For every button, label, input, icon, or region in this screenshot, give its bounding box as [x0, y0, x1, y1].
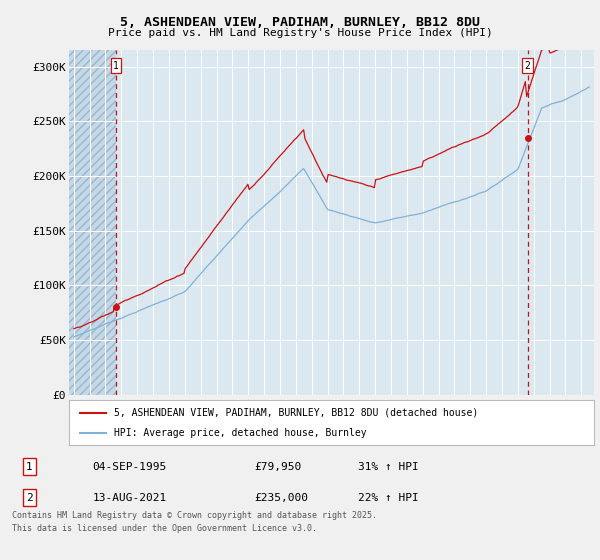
Text: £235,000: £235,000: [254, 493, 308, 503]
Bar: [69, 50, 116, 395]
Text: HPI: Average price, detached house, Burnley: HPI: Average price, detached house, Burn…: [113, 428, 366, 438]
Text: This data is licensed under the Open Government Licence v3.0.: This data is licensed under the Open Gov…: [12, 524, 317, 533]
Text: 04-SEP-1995: 04-SEP-1995: [92, 461, 167, 472]
Text: 22% ↑ HPI: 22% ↑ HPI: [358, 493, 418, 503]
Text: 2: 2: [26, 493, 32, 503]
Text: 5, ASHENDEAN VIEW, PADIHAM, BURNLEY, BB12 8DU: 5, ASHENDEAN VIEW, PADIHAM, BURNLEY, BB1…: [120, 16, 480, 29]
Text: 1: 1: [26, 461, 32, 472]
Text: £79,950: £79,950: [254, 461, 301, 472]
Text: 31% ↑ HPI: 31% ↑ HPI: [358, 461, 418, 472]
Text: 13-AUG-2021: 13-AUG-2021: [92, 493, 167, 503]
Text: 2: 2: [525, 61, 530, 71]
Text: Price paid vs. HM Land Registry's House Price Index (HPI): Price paid vs. HM Land Registry's House …: [107, 28, 493, 38]
Text: 5, ASHENDEAN VIEW, PADIHAM, BURNLEY, BB12 8DU (detached house): 5, ASHENDEAN VIEW, PADIHAM, BURNLEY, BB1…: [113, 408, 478, 418]
Text: Contains HM Land Registry data © Crown copyright and database right 2025.: Contains HM Land Registry data © Crown c…: [12, 511, 377, 520]
Text: 1: 1: [113, 61, 119, 71]
